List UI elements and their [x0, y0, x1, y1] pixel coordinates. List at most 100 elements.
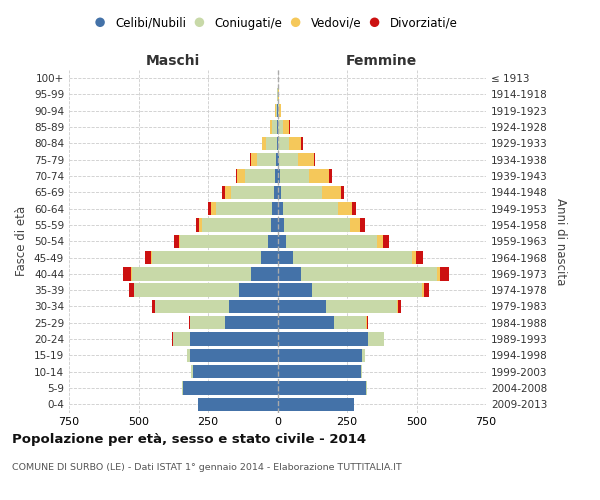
- Bar: [193, 365, 277, 378]
- Bar: [278, 120, 283, 134]
- Bar: [368, 332, 383, 346]
- Bar: [262, 136, 266, 150]
- Bar: [245, 170, 275, 182]
- Bar: [250, 153, 251, 166]
- Bar: [275, 170, 277, 182]
- Bar: [190, 316, 224, 330]
- Bar: [145, 251, 151, 264]
- Bar: [334, 316, 367, 330]
- Bar: [329, 170, 332, 182]
- Bar: [239, 284, 277, 297]
- Bar: [224, 316, 277, 330]
- Bar: [229, 300, 277, 313]
- Bar: [179, 234, 180, 248]
- Bar: [424, 284, 429, 297]
- Bar: [284, 218, 350, 232]
- Bar: [183, 382, 277, 394]
- Bar: [367, 316, 368, 330]
- Bar: [275, 104, 277, 118]
- Bar: [280, 104, 281, 118]
- Bar: [383, 234, 389, 248]
- Bar: [314, 153, 316, 166]
- Bar: [278, 153, 298, 166]
- Bar: [341, 186, 344, 199]
- Bar: [301, 136, 302, 150]
- Bar: [440, 267, 449, 280]
- Bar: [283, 120, 289, 134]
- Bar: [237, 170, 245, 182]
- Bar: [281, 186, 322, 199]
- Bar: [377, 234, 383, 248]
- Bar: [123, 267, 131, 280]
- Text: Maschi: Maschi: [146, 54, 200, 68]
- Bar: [202, 218, 271, 232]
- Bar: [278, 104, 280, 118]
- Bar: [211, 202, 215, 215]
- Bar: [361, 365, 362, 378]
- Bar: [277, 365, 361, 378]
- Bar: [298, 153, 314, 166]
- Bar: [322, 186, 341, 199]
- Bar: [338, 202, 352, 215]
- Bar: [277, 398, 354, 411]
- Bar: [277, 170, 280, 182]
- Bar: [422, 284, 424, 297]
- Bar: [301, 267, 437, 280]
- Bar: [266, 136, 277, 150]
- Bar: [155, 300, 229, 313]
- Bar: [190, 332, 277, 346]
- Bar: [196, 218, 199, 232]
- Bar: [412, 251, 416, 264]
- Bar: [251, 267, 277, 280]
- Bar: [215, 202, 272, 215]
- Bar: [277, 186, 281, 199]
- Bar: [173, 332, 190, 346]
- Bar: [277, 202, 283, 215]
- Bar: [283, 202, 338, 215]
- Bar: [257, 153, 277, 166]
- Bar: [187, 348, 190, 362]
- Bar: [199, 218, 202, 232]
- Bar: [180, 234, 268, 248]
- Bar: [277, 284, 312, 297]
- Bar: [174, 234, 179, 248]
- Bar: [268, 234, 277, 248]
- Bar: [270, 120, 272, 134]
- Bar: [152, 300, 155, 313]
- Bar: [309, 170, 329, 182]
- Bar: [277, 348, 362, 362]
- Bar: [236, 170, 237, 182]
- Bar: [271, 218, 277, 232]
- Bar: [277, 316, 334, 330]
- Bar: [189, 316, 190, 330]
- Bar: [289, 136, 301, 150]
- Bar: [312, 284, 422, 297]
- Bar: [416, 251, 423, 264]
- Bar: [198, 398, 277, 411]
- Bar: [231, 186, 274, 199]
- Bar: [272, 120, 277, 134]
- Bar: [191, 365, 193, 378]
- Bar: [134, 284, 239, 297]
- Bar: [277, 300, 326, 313]
- Bar: [277, 382, 367, 394]
- Y-axis label: Fasce di età: Fasce di età: [16, 206, 28, 276]
- Bar: [272, 202, 277, 215]
- Bar: [286, 234, 377, 248]
- Bar: [225, 186, 231, 199]
- Bar: [131, 267, 251, 280]
- Bar: [277, 251, 293, 264]
- Bar: [397, 300, 398, 313]
- Bar: [352, 202, 356, 215]
- Bar: [151, 251, 152, 264]
- Bar: [277, 234, 286, 248]
- Bar: [277, 332, 368, 346]
- Bar: [278, 136, 289, 150]
- Bar: [261, 251, 277, 264]
- Bar: [362, 348, 365, 362]
- Bar: [152, 251, 261, 264]
- Bar: [360, 218, 365, 232]
- Text: Popolazione per età, sesso e stato civile - 2014: Popolazione per età, sesso e stato civil…: [12, 432, 366, 446]
- Bar: [277, 218, 284, 232]
- Bar: [251, 153, 257, 166]
